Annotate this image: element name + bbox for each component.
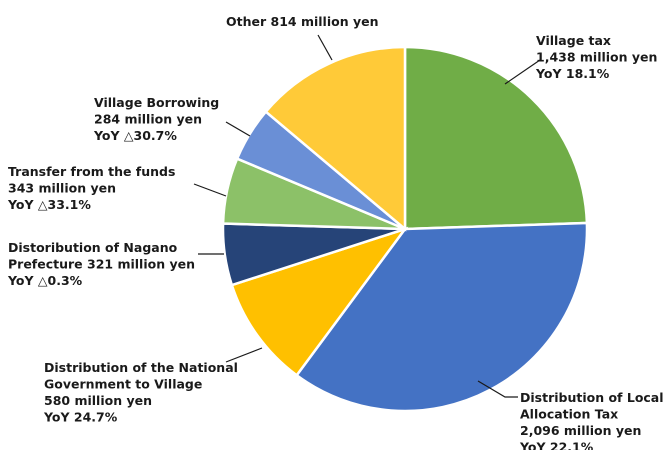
slice-label-line: YoY △30.7% — [93, 128, 177, 143]
slice-label-line: Other 814 million yen — [226, 14, 378, 29]
leader-line — [225, 121, 251, 137]
slice-label: Transfer from the funds 343 million yen Yo… — [7, 164, 175, 212]
slice-label-line: Village tax — [536, 33, 611, 48]
leader-line — [193, 183, 227, 197]
slice-label: Village tax 1,438 million yen YoY 18.1% — [535, 33, 657, 81]
slice-label-line: Distribution of Local — [520, 390, 664, 405]
slice-label-line: Distoribution of Nagano — [8, 240, 178, 255]
slice-label-line: YoY 18.1% — [535, 66, 610, 81]
slice-label-line: 1,438 million yen — [536, 50, 657, 65]
slice-label-line: Allocation Tax — [520, 407, 618, 422]
slice-label-line: 2,096 million yen — [520, 423, 641, 438]
leader-line — [317, 34, 333, 61]
slice-label-line: Prefecture 321 million yen — [8, 257, 195, 272]
pie-slice-distribution-of-local-allocation-tax — [294, 221, 589, 413]
pie-slice-distribution-of-the-national-government-to-village — [230, 226, 409, 378]
pie-slice-village-tax — [403, 45, 589, 231]
slice-label-line: YoY △0.3% — [7, 273, 83, 288]
slice-labels: Village tax 1,438 million yen YoY 18.1% Dis… — [7, 14, 664, 450]
slice-label: Distribution of the National Government t… — [43, 360, 238, 425]
slice-label-line: 343 million yen — [8, 181, 116, 196]
leader-line — [477, 380, 518, 398]
slice-label-line: YoY 24.7% — [43, 410, 118, 425]
pie-slices — [221, 45, 589, 413]
slice-label-line: 284 million yen — [94, 112, 202, 127]
leader-line — [504, 59, 541, 85]
slice-label-line: Village Borrowing — [94, 95, 219, 110]
slice-label-line: Distribution of the National — [44, 360, 238, 375]
slice-label: Distribution of Local Allocation Tax 2,096… — [519, 390, 664, 450]
slice-label-line: Transfer from the funds — [8, 164, 175, 179]
slice-label-line: YoY △33.1% — [7, 197, 91, 212]
slice-label: Other 814 million yen — [226, 14, 378, 29]
slice-label-line: Government to Village — [44, 377, 202, 392]
slice-label: Distoribution of Nagano Prefecture 321 mi… — [7, 240, 195, 288]
pie-slice-other — [264, 45, 407, 232]
leader-lines — [193, 34, 541, 398]
leader-line — [225, 347, 263, 363]
slice-label: Village Borrowing 284 million yen YoY △30.… — [93, 95, 219, 143]
slice-label-line: 580 million yen — [44, 393, 152, 408]
slice-label-line: YoY 22.1% — [519, 440, 594, 450]
